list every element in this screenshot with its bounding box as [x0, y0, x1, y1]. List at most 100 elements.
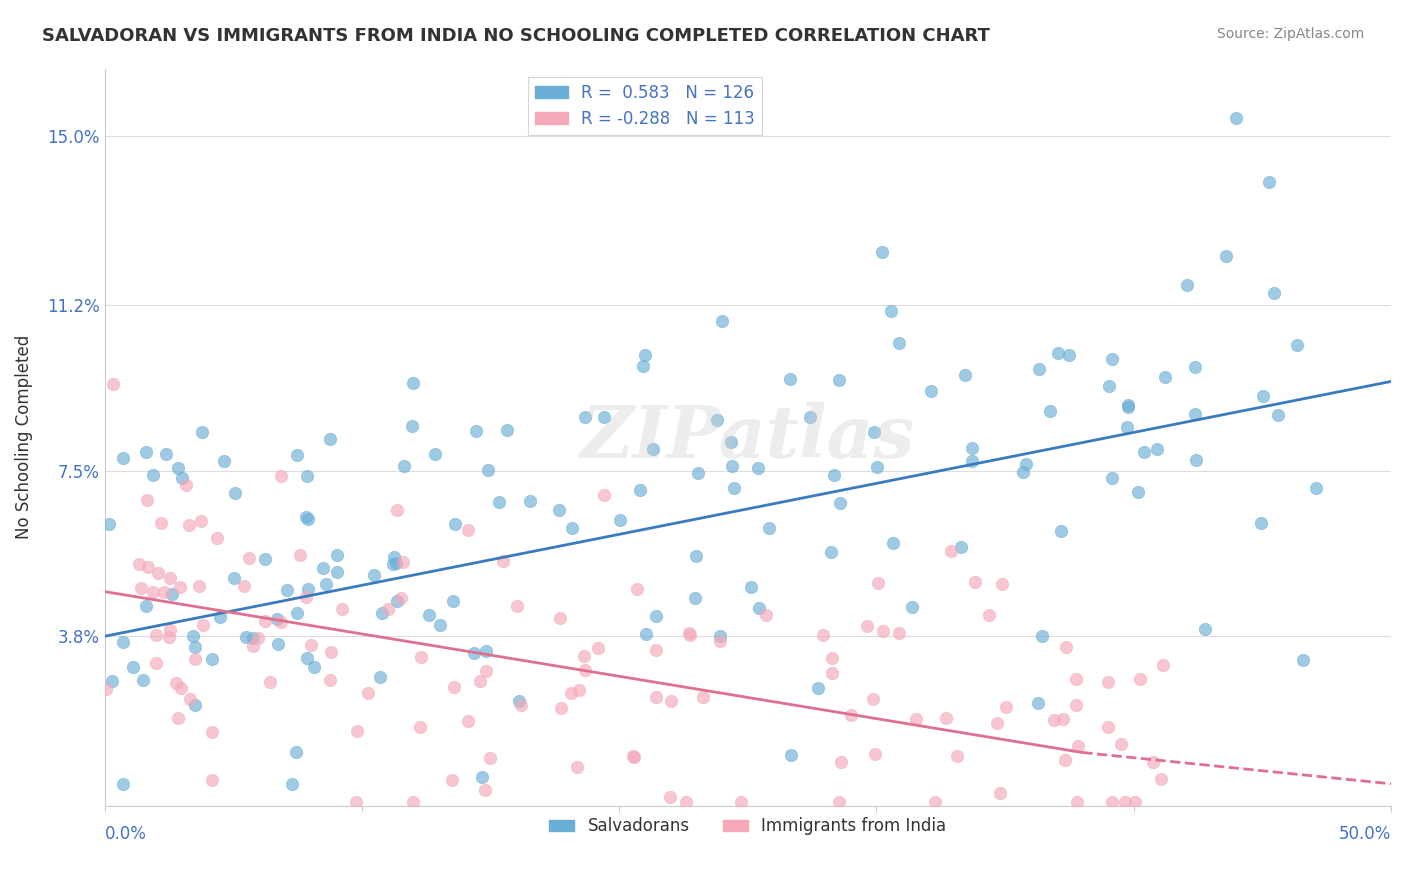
- Point: [112, 450, 135, 465]
- Point: [157, 630, 180, 644]
- Point: [901, 599, 924, 614]
- Point: [609, 513, 631, 527]
- Point: [94, 681, 117, 696]
- Point: [1097, 720, 1119, 734]
- Point: [285, 607, 308, 621]
- Point: [128, 558, 150, 572]
- Point: [297, 512, 319, 526]
- Point: [238, 550, 260, 565]
- Point: [1142, 755, 1164, 769]
- Point: [1064, 672, 1087, 686]
- Point: [326, 565, 349, 579]
- Point: [568, 683, 591, 698]
- Point: [1031, 629, 1053, 643]
- Point: [659, 694, 682, 708]
- Point: [1286, 338, 1309, 352]
- Point: [924, 795, 946, 809]
- Point: [97, 516, 120, 531]
- Point: [142, 585, 165, 599]
- Point: [495, 423, 517, 437]
- Point: [492, 554, 515, 568]
- Point: [723, 481, 745, 495]
- Point: [302, 659, 325, 673]
- Point: [586, 641, 609, 656]
- Point: [623, 750, 645, 764]
- Point: [136, 493, 159, 508]
- Point: [457, 714, 479, 728]
- Point: [711, 314, 734, 328]
- Point: [905, 712, 928, 726]
- Point: [986, 716, 1008, 731]
- Point: [371, 606, 394, 620]
- Point: [1118, 401, 1140, 415]
- Point: [242, 631, 264, 645]
- Point: [270, 615, 292, 629]
- Point: [443, 516, 465, 531]
- Point: [392, 555, 415, 569]
- Text: 50.0%: 50.0%: [1339, 824, 1391, 843]
- Y-axis label: No Schooling Completed: No Schooling Completed: [15, 335, 32, 540]
- Point: [385, 557, 408, 571]
- Point: [394, 458, 416, 473]
- Point: [385, 503, 408, 517]
- Point: [820, 545, 842, 559]
- Point: [411, 650, 433, 665]
- Point: [979, 607, 1001, 622]
- Point: [828, 496, 851, 510]
- Point: [887, 626, 910, 640]
- Point: [593, 488, 616, 502]
- Point: [821, 665, 844, 680]
- Point: [1114, 795, 1136, 809]
- Point: [779, 372, 801, 386]
- Point: [644, 643, 666, 657]
- Point: [1098, 378, 1121, 392]
- Point: [1305, 481, 1327, 495]
- Point: [628, 483, 651, 497]
- Point: [692, 690, 714, 704]
- Point: [634, 348, 657, 362]
- Point: [1146, 442, 1168, 456]
- Point: [475, 664, 498, 678]
- Point: [146, 566, 169, 580]
- Point: [346, 723, 368, 738]
- Point: [170, 470, 193, 484]
- Point: [471, 770, 494, 784]
- Point: [988, 786, 1011, 800]
- Point: [659, 789, 682, 804]
- Point: [679, 628, 702, 642]
- Point: [301, 638, 323, 652]
- Point: [1067, 739, 1090, 754]
- Point: [1129, 672, 1152, 686]
- Point: [828, 373, 851, 387]
- Point: [190, 514, 212, 528]
- Point: [675, 795, 697, 809]
- Point: [235, 630, 257, 644]
- Point: [1250, 516, 1272, 530]
- Point: [259, 674, 281, 689]
- Point: [882, 535, 904, 549]
- Text: Source: ZipAtlas.com: Source: ZipAtlas.com: [1216, 27, 1364, 41]
- Point: [1109, 737, 1132, 751]
- Point: [402, 795, 425, 809]
- Point: [201, 725, 224, 739]
- Point: [363, 567, 385, 582]
- Point: [709, 630, 731, 644]
- Point: [401, 419, 423, 434]
- Point: [441, 772, 464, 787]
- Point: [295, 468, 318, 483]
- Point: [297, 651, 319, 665]
- Point: [321, 645, 343, 659]
- Point: [621, 748, 644, 763]
- Point: [145, 657, 167, 671]
- Point: [135, 445, 157, 459]
- Point: [357, 686, 380, 700]
- Point: [740, 580, 762, 594]
- Point: [222, 571, 245, 585]
- Point: [935, 711, 957, 725]
- Point: [463, 646, 485, 660]
- Point: [1054, 640, 1077, 655]
- Point: [1116, 419, 1139, 434]
- Point: [149, 516, 172, 531]
- Point: [1057, 348, 1080, 362]
- Point: [330, 602, 353, 616]
